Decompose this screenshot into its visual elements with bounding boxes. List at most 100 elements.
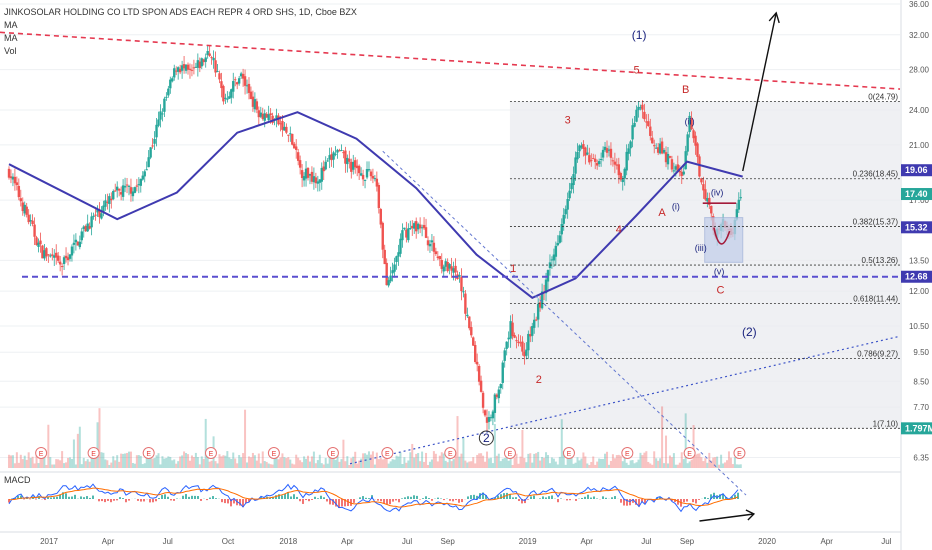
volume-bar-283 (564, 464, 567, 468)
volume-bar-315 (627, 464, 630, 468)
macd-hist-195 (593, 496, 596, 499)
candle-body-35 (76, 241, 80, 246)
candle-body-58 (121, 185, 125, 197)
candle-body-163 (328, 155, 331, 160)
candle-body-338 (672, 170, 676, 172)
volume-bar-313 (623, 453, 626, 468)
candle-body-63 (131, 191, 135, 197)
candle-body-301 (599, 158, 603, 160)
macd-hist-13 (47, 497, 50, 499)
candle-body-127 (257, 110, 261, 118)
candle-body-171 (344, 150, 347, 164)
volume-bar-252 (503, 458, 506, 468)
candle-body-38 (82, 226, 85, 229)
candle-body-238 (475, 361, 479, 365)
candle-body-115 (234, 79, 237, 81)
wave-label-1: (1) (632, 28, 647, 42)
volume-bar-158 (318, 454, 321, 468)
volume-bar-95 (194, 452, 197, 468)
candle-body-270 (538, 302, 542, 308)
macd-hist-171 (521, 499, 524, 504)
volume-bar-49 (104, 459, 107, 468)
volume-bar-128 (259, 463, 262, 468)
volume-bar-52 (110, 462, 113, 468)
candle-body-355 (706, 198, 709, 202)
earnings-marker-label-5: E (331, 451, 336, 458)
candle-body-222 (444, 261, 447, 267)
macd-hist-232 (704, 497, 707, 499)
candle-body-10 (27, 214, 30, 223)
volume-bar-103 (210, 460, 213, 468)
candle-body-264 (527, 333, 530, 351)
volume-bar-71 (147, 451, 150, 468)
candle-body-175 (352, 161, 355, 170)
candle-body-278 (554, 245, 558, 257)
volume-bar-105 (214, 461, 217, 468)
volume-bar-18 (43, 452, 46, 468)
price-axis: 36.00 32.00 28.00 24.00 21.00 17.00 13.50 12.00… (900, 0, 932, 550)
indicator-ma-2[interactable]: MA (4, 33, 18, 43)
candle-body-159 (320, 167, 323, 182)
macd-hist-241 (731, 496, 734, 499)
volume-bar-267 (533, 453, 536, 468)
candle-body-199 (399, 238, 402, 254)
candle-body-337 (670, 159, 674, 170)
price-tick-11: 7.70 (913, 403, 929, 412)
moving-average-line (8, 111, 743, 299)
macd-hist-119 (365, 497, 368, 499)
macd-hist-191 (581, 497, 584, 499)
candle-body-370 (735, 209, 739, 220)
candle-body-93 (190, 69, 194, 71)
volume-bar-342 (680, 452, 683, 468)
volume-bar-268 (535, 453, 538, 468)
volume-bar-36 (78, 426, 81, 468)
volume-bar-307 (611, 454, 614, 468)
candle-body-295 (588, 155, 591, 163)
volume-bar-291 (580, 458, 583, 468)
volume-bar-98 (200, 456, 203, 468)
volume-bar-325 (647, 461, 650, 468)
time-tick-0: 2017 (40, 537, 58, 546)
macd-label[interactable]: MACD (4, 475, 31, 485)
candle-body-233 (466, 314, 469, 317)
volume-bar-232 (464, 460, 467, 468)
macd-hist-212 (644, 499, 647, 504)
candle-body-134 (271, 115, 274, 123)
earnings-marker-2 (142, 447, 155, 459)
volume-bar-20 (47, 424, 50, 468)
macd-hist-118 (362, 496, 365, 499)
price-tick-6: 13.50 (909, 256, 930, 265)
indicator-vol[interactable]: Vol (4, 46, 17, 56)
volume-bar-153 (308, 461, 311, 468)
volume-bar-326 (649, 463, 652, 468)
volume-bar-209 (419, 461, 422, 468)
macd-hist-113 (347, 499, 350, 507)
macd-hist-80 (248, 499, 251, 502)
candle-body-1 (9, 176, 13, 179)
price-tick-12: 6.35 (913, 454, 929, 463)
candle-body-277 (552, 254, 556, 261)
candle-body-15 (37, 242, 40, 247)
volume-bar-43 (92, 458, 95, 468)
volume-bar-168 (338, 461, 341, 468)
macd-hist-148 (452, 499, 455, 502)
candle-body-335 (666, 153, 670, 165)
candle-body-225 (450, 266, 453, 271)
earnings-marker-0 (35, 447, 48, 459)
candle-body-254 (507, 337, 510, 340)
macd-hist-30 (98, 499, 101, 502)
earnings-marker-label-9: E (567, 451, 572, 458)
volume-bar-78 (161, 456, 164, 468)
candle-body-57 (119, 192, 123, 195)
volume-bar-287 (572, 463, 575, 468)
candle-body-298 (594, 158, 597, 162)
macd-hist-173 (527, 499, 530, 500)
volume-bar-114 (232, 452, 235, 468)
wave-labels: 1 2 3 4 5 A B C (1) (2) (i) (ii) (iii) (iv) (v) 2 E E E E E E… (35, 28, 757, 459)
volume-bar-85 (175, 463, 178, 468)
candle-body-240 (479, 380, 483, 392)
indicator-ma-1[interactable]: MA (4, 20, 18, 30)
macd-hist-37 (119, 497, 122, 499)
candle-body-146 (295, 146, 298, 150)
